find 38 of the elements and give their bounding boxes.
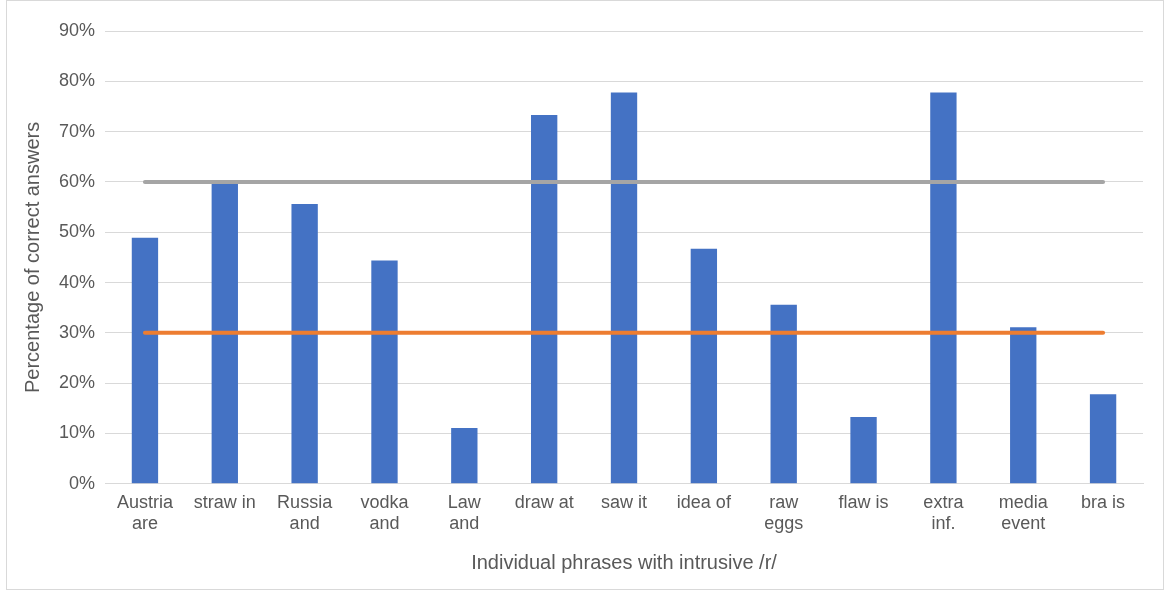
y-tick-label: 10% [59,422,96,443]
bar [610,92,638,484]
y-tick-label: 50% [59,221,96,242]
x-tick-label: Austria are [116,491,174,534]
bar [211,181,238,484]
bar [850,416,877,484]
bar [371,260,398,484]
x-tick-label: saw it [601,491,648,512]
bar [291,204,318,484]
y-tick-label: 0% [69,472,96,493]
bar [930,92,957,484]
y-tick-label: 20% [59,372,96,393]
bar [131,237,159,484]
x-tick-label: draw at [514,491,574,512]
y-tick-label: 90% [59,19,96,40]
y-tick-label: 60% [59,170,96,191]
y-tick-label: 30% [59,321,96,342]
x-tick-label: idea of [676,491,732,512]
y-axis-title: Percentage of correct answers [20,121,43,394]
bar [1089,394,1117,484]
x-tick-label: straw in [193,491,256,512]
y-tick-label: 40% [59,271,96,292]
bar [451,427,478,484]
x-tick-label: Russia and [277,491,334,534]
x-axis-title: Individual phrases with intrusive /r/ [471,550,778,573]
x-tick-label: flaw is [838,491,889,512]
x-tick-label: raw eggs [764,491,804,534]
y-tick-label: 80% [59,70,96,91]
bar [531,115,558,484]
bar [690,248,718,484]
y-tick-label: 70% [59,120,96,141]
bar [1010,327,1037,484]
x-tick-label: extra inf. [923,491,965,534]
x-tick-label: bra is [1081,491,1126,512]
x-tick-label: media event [998,491,1049,534]
bar [770,304,797,484]
x-tick-label: vodka and [360,491,410,534]
x-tick-label: Law and [447,491,482,534]
